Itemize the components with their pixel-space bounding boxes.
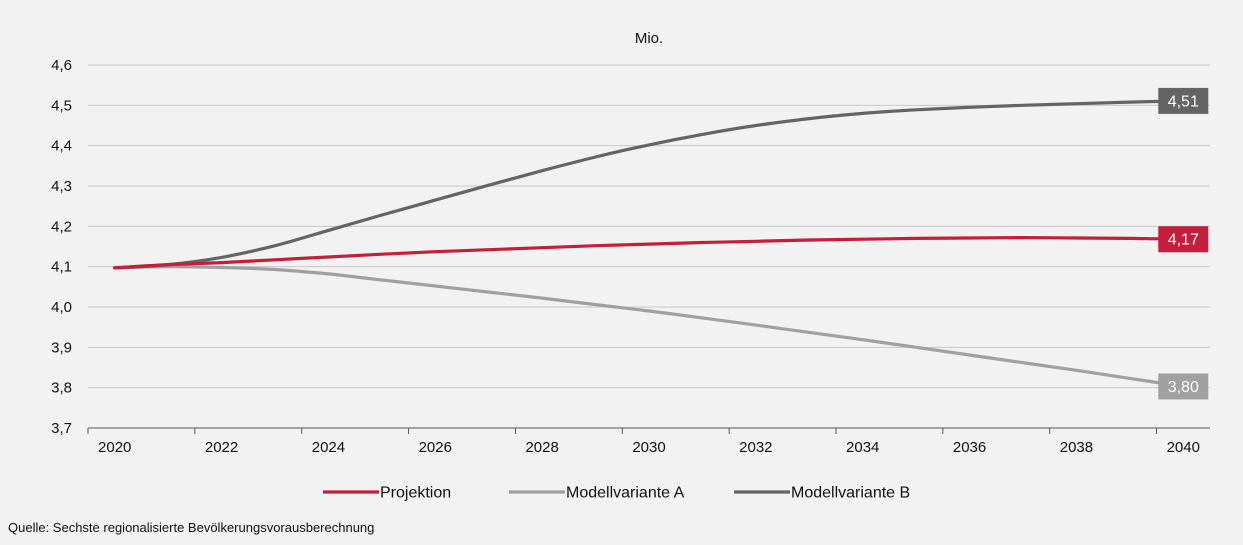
end-label-modellvariante-a: 3,80 (1158, 373, 1209, 400)
gridlines (88, 64, 1210, 389)
x-tick-label: 2040 (1167, 439, 1200, 456)
legend: Projektion Modellvariante A Modellvariante… (323, 485, 910, 502)
y-tick-label: 3,7 (51, 420, 72, 437)
x-tick-label: 2030 (632, 439, 665, 456)
legend-item-projektion: Projektion (323, 485, 451, 502)
end-label-box (1158, 226, 1209, 253)
x-tick-label: 2026 (419, 439, 452, 456)
legend-item-modellvariante-a: Modellvariante A (509, 485, 685, 502)
x-tick-label: 2022 (205, 439, 238, 456)
end-label-text: 4,17 (1168, 232, 1199, 249)
x-tick-label: 2032 (739, 439, 772, 456)
end-label-box (1158, 87, 1209, 114)
y-tick-label: 4,0 (51, 299, 72, 316)
end-labels: 4,17 3,80 4,51 (1158, 87, 1209, 400)
end-label-projektion: 4,17 (1158, 226, 1209, 253)
y-tick-label: 3,8 (51, 380, 72, 397)
x-tick-label: 2020 (98, 439, 131, 456)
x-tick-label: 2038 (1060, 439, 1093, 456)
series-line-modellvariante-a (113, 265, 1185, 389)
y-tick-label: 4,1 (51, 259, 72, 276)
series-line-projektion (113, 236, 1185, 270)
series-line-modellvariante-b (113, 99, 1185, 270)
source-note: Quelle: Sechste regionalisierte Bevölker… (8, 520, 375, 535)
x-tick-label: 2036 (953, 439, 986, 456)
end-label-text: 3,80 (1168, 379, 1199, 396)
legend-item-modellvariante-b: Modellvariante B (734, 485, 910, 502)
x-tick-label: 2034 (846, 439, 879, 456)
y-tick-label: 4,5 (51, 97, 72, 114)
x-tick-label: 2024 (312, 439, 345, 456)
y-tick-label: 4,2 (51, 218, 72, 235)
legend-label: Modellvariante A (566, 485, 685, 502)
end-label-box (1158, 373, 1209, 400)
end-label-text: 4,51 (1168, 93, 1199, 110)
y-tick-label: 4,6 (51, 57, 72, 74)
y-tick-label: 3,9 (51, 339, 72, 356)
y-tick-label: 4,4 (51, 138, 72, 155)
legend-label: Modellvariante B (791, 485, 910, 502)
end-label-modellvariante-b: 4,51 (1158, 87, 1209, 114)
x-tick-label: 2028 (525, 439, 558, 456)
axes: 3,7 3,8 3,9 4,0 4,1 4,2 4,3 4,4 4,5 4,6 2020 2022 20… (51, 57, 1210, 456)
y-tick-label: 4,3 (51, 178, 72, 195)
legend-label: Projektion (380, 485, 451, 502)
unit-label: Mio. (635, 30, 663, 47)
series-lines (113, 99, 1185, 389)
